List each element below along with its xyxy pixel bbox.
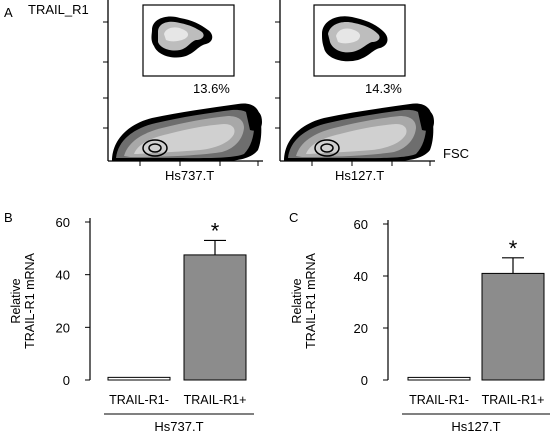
- gate-box: [142, 4, 235, 77]
- bar-chart-b: 0 20 40 60 RelativeTRAIL-R1 mRNA TRAIL-R1- * TR…: [9, 215, 254, 434]
- category-label: TRAIL-R1+: [482, 393, 545, 407]
- y-axis-label: RelativeTRAIL-R1 mRNA: [290, 252, 318, 349]
- gate-box: [313, 4, 406, 77]
- flow-plot-hs737: [103, 0, 263, 166]
- category-label: TRAIL-R1+: [184, 393, 247, 407]
- y-axis-label-line: TRAIL-R1 mRNA: [304, 252, 318, 349]
- group-label: Hs737.T: [154, 419, 203, 434]
- y-tick-label: 0: [361, 373, 368, 388]
- bar-TRAIL-R1-: [107, 376, 171, 381]
- bar-TRAIL-R1+: [481, 272, 545, 381]
- flow-plot-hs127: [275, 0, 435, 166]
- y-tick-label: 0: [63, 373, 70, 388]
- panel-a-letter: A: [4, 5, 13, 20]
- significance-marker: *: [211, 218, 220, 243]
- bar-TRAIL-R1+: [183, 254, 247, 381]
- gate-percent-hs127: 14.3%: [365, 81, 402, 96]
- y-tick-label: 20: [354, 321, 368, 336]
- y-axis-label-line: Relative: [290, 278, 304, 323]
- panel-c-letter: C: [289, 210, 299, 225]
- y-axis-label: RelativeTRAIL-R1 mRNA: [9, 252, 37, 349]
- y-tick-label: 20: [56, 320, 70, 335]
- category-label: TRAIL-R1-: [109, 393, 169, 407]
- marker-label: TRAIL_R1: [28, 2, 89, 17]
- flow-plots: [103, 0, 435, 166]
- y-tick-label: 60: [56, 215, 70, 230]
- sample-label-hs737: Hs737.T: [165, 168, 215, 183]
- category-label: TRAIL-R1-: [409, 393, 469, 407]
- panel-b-letter: B: [4, 210, 13, 225]
- y-tick-label: 60: [354, 217, 368, 232]
- gate-percent-hs737: 13.6%: [193, 81, 230, 96]
- bar-chart-c: 0 20 40 60 RelativeTRAIL-R1 mRNA TRAIL-R1- * TR…: [290, 217, 550, 434]
- bar-TRAIL-R1-: [407, 376, 471, 381]
- group-label: Hs127.T: [451, 419, 500, 434]
- y-axis-label-line: TRAIL-R1 mRNA: [23, 252, 37, 349]
- significance-marker: *: [509, 236, 518, 261]
- fsc-axis-label: FSC: [443, 146, 469, 161]
- y-tick-label: 40: [56, 268, 70, 283]
- sample-label-hs127: Hs127.T: [335, 168, 385, 183]
- y-axis-label-line: Relative: [9, 278, 23, 323]
- y-tick-label: 40: [354, 269, 368, 284]
